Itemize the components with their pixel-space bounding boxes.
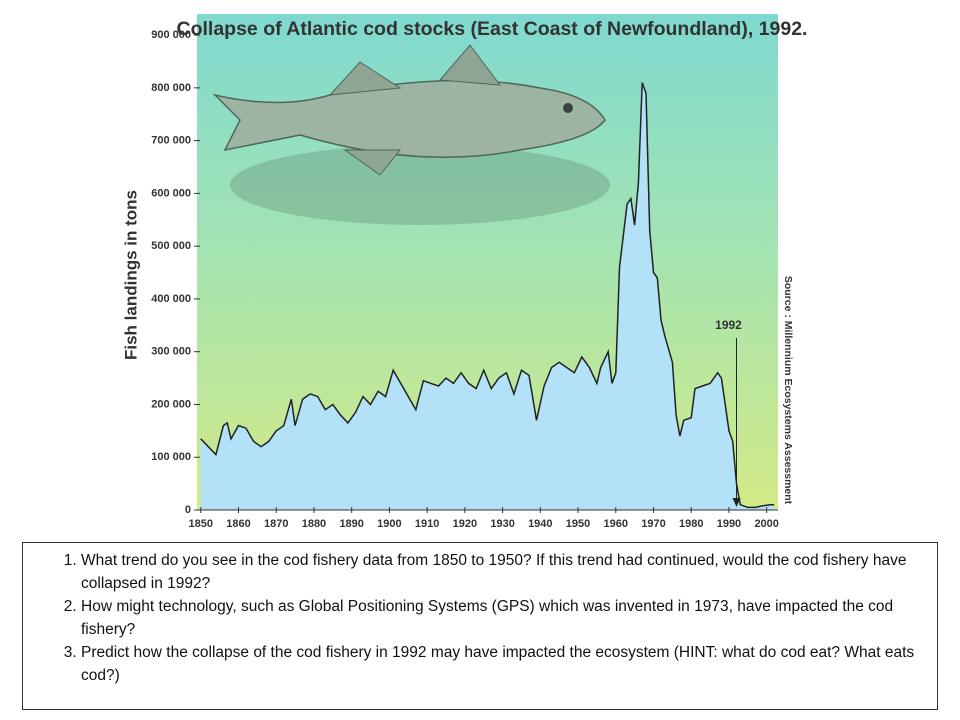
y-tick-label: 600 000	[151, 187, 191, 199]
source-note: Source : Millennium Ecosystems Assessmen…	[782, 276, 794, 505]
x-tick-label: 2000	[754, 518, 778, 530]
chart: Collapse of Atlantic cod stocks (East Co…	[121, 14, 808, 530]
y-tick-label: 900 000	[151, 29, 191, 41]
x-tick-label: 1920	[453, 518, 477, 530]
x-tick-label: 1970	[641, 518, 665, 530]
x-tick-label: 1990	[717, 518, 741, 530]
x-tick-label: 1950	[566, 518, 590, 530]
y-tick-label: 400 000	[151, 293, 191, 305]
y-tick-label: 100 000	[151, 451, 191, 463]
x-tick-label: 1850	[189, 518, 213, 530]
y-tick-label: 800 000	[151, 82, 191, 94]
y-tick-label: 0	[185, 504, 191, 516]
x-tick-label: 1940	[528, 518, 552, 530]
question: How might technology, such as Global Pos…	[81, 595, 917, 641]
y-axis-label: Fish landings in tons	[121, 190, 140, 360]
y-tick-label: 500 000	[151, 240, 191, 252]
annotation-arrowhead	[732, 498, 741, 507]
chart-title: Collapse of Atlantic cod stocks (East Co…	[177, 18, 808, 40]
question-list: What trend do you see in the cod fishery…	[31, 549, 917, 687]
area-fill	[200, 82, 775, 510]
question: What trend do you see in the cod fishery…	[81, 549, 917, 595]
y-tick-label: 300 000	[151, 346, 191, 358]
y-tick-label: 200 000	[151, 398, 191, 410]
annotation-label: 1992	[715, 318, 742, 332]
x-tick-label: 1980	[679, 518, 703, 530]
x-tick-label: 1930	[490, 518, 514, 530]
x-tick-label: 1880	[302, 518, 326, 530]
x-tick-label: 1900	[377, 518, 401, 530]
x-tick-label: 1870	[264, 518, 288, 530]
x-tick-label: 1960	[604, 518, 628, 530]
area-line	[200, 82, 775, 509]
question-box: What trend do you see in the cod fishery…	[22, 542, 938, 710]
fish	[212, 44, 610, 225]
x-tick-label: 1890	[339, 518, 363, 530]
y-tick-label: 700 000	[151, 135, 191, 147]
question: Predict how the collapse of the cod fish…	[81, 641, 917, 687]
x-tick-label: 1910	[415, 518, 439, 530]
x-tick-label: 1860	[226, 518, 250, 530]
